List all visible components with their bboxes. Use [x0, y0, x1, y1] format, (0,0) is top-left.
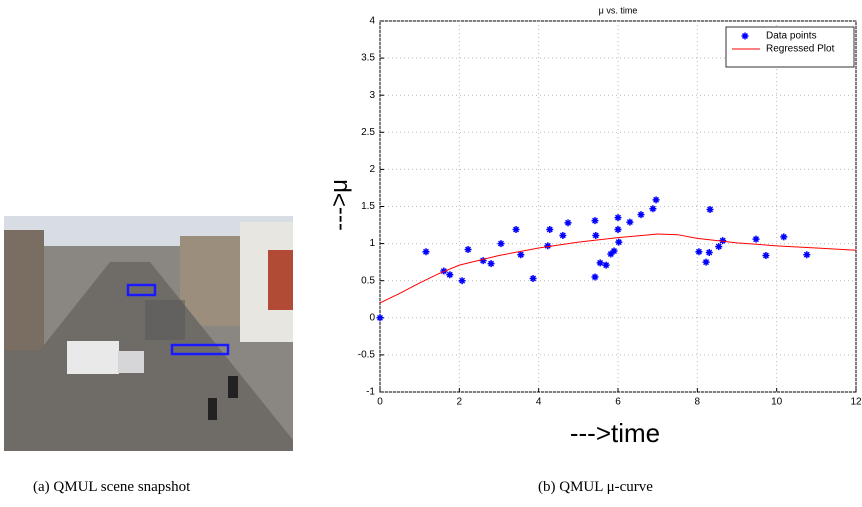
- data-point: [479, 257, 487, 265]
- data-point: [596, 259, 604, 267]
- data-point: [487, 260, 495, 268]
- legend: Data points Regressed Plot: [725, 26, 855, 68]
- y-tick-label: 3: [369, 90, 375, 101]
- data-point: [546, 226, 554, 234]
- scene-photo: [4, 216, 293, 451]
- data-point: [591, 217, 599, 225]
- y-tick-label: -1: [366, 387, 375, 398]
- data-point: [715, 243, 723, 251]
- data-point: [607, 250, 615, 258]
- y-tick-label: 4: [369, 16, 375, 27]
- legend-label: Data points: [766, 31, 817, 42]
- data-point: [803, 251, 811, 259]
- x-tick-label: 8: [695, 397, 701, 408]
- data-point: [464, 246, 472, 254]
- data-point: [780, 233, 788, 241]
- data-point: [719, 237, 727, 245]
- x-tick-label: 10: [771, 397, 783, 408]
- x-axis-label: --->time: [570, 418, 660, 448]
- data-point: [702, 258, 710, 266]
- caption: (b) QMUL μ-curve: [538, 479, 653, 495]
- data-point: [446, 271, 454, 279]
- data-point: [602, 261, 610, 269]
- data-point: [695, 248, 703, 256]
- regression-line: [379, 233, 857, 304]
- data-point: [564, 219, 572, 227]
- y-tick-label: 2.5: [361, 127, 375, 138]
- data-point: [752, 235, 760, 243]
- x-tick-label: 6: [615, 397, 621, 408]
- data-point: [497, 240, 505, 248]
- data-point: [517, 251, 525, 259]
- y-tick-label: -0.5: [358, 350, 376, 361]
- y-tick-label: 0: [369, 312, 375, 323]
- chart: μ vs. time --->time --->μ 0 2 4 6 8 10 12-1-0.…: [326, 5, 862, 448]
- data-point: [614, 226, 622, 234]
- data-point: [529, 274, 537, 282]
- x-tick-label: 12: [850, 397, 862, 408]
- caption: (a) QMUL scene snapshot: [33, 479, 191, 495]
- data-point: [626, 218, 634, 226]
- data-point: [422, 248, 430, 256]
- data-point: [614, 214, 622, 222]
- data-point: [706, 205, 714, 213]
- data-point: [591, 273, 599, 281]
- y-tick-label: 1: [369, 238, 375, 249]
- legend-symbol: [741, 32, 749, 40]
- data-point: [615, 238, 623, 246]
- data-point: [762, 251, 770, 259]
- data-point: [559, 231, 567, 239]
- y-tick-label: 0.5: [361, 275, 375, 286]
- y-tick-label: 1.5: [361, 201, 375, 212]
- data-point: [649, 205, 657, 213]
- data-point: [544, 242, 552, 250]
- y-tick-label: 3.5: [361, 53, 375, 64]
- chart-title: μ vs. time: [599, 5, 638, 15]
- data-point: [637, 211, 645, 219]
- x-tick-label: 2: [457, 397, 463, 408]
- data-point: [705, 249, 713, 257]
- legend-label: Regressed Plot: [766, 44, 835, 55]
- x-tick-label: 0: [377, 397, 383, 408]
- data-point: [592, 231, 600, 239]
- y-axis-label: --->μ: [326, 179, 353, 231]
- x-tick-label: 4: [536, 397, 542, 408]
- data-point: [610, 247, 618, 255]
- data-point: [652, 196, 660, 204]
- data-point: [376, 314, 384, 322]
- data-point: [512, 226, 520, 234]
- data-point: [458, 277, 466, 285]
- y-tick-label: 2: [369, 164, 375, 175]
